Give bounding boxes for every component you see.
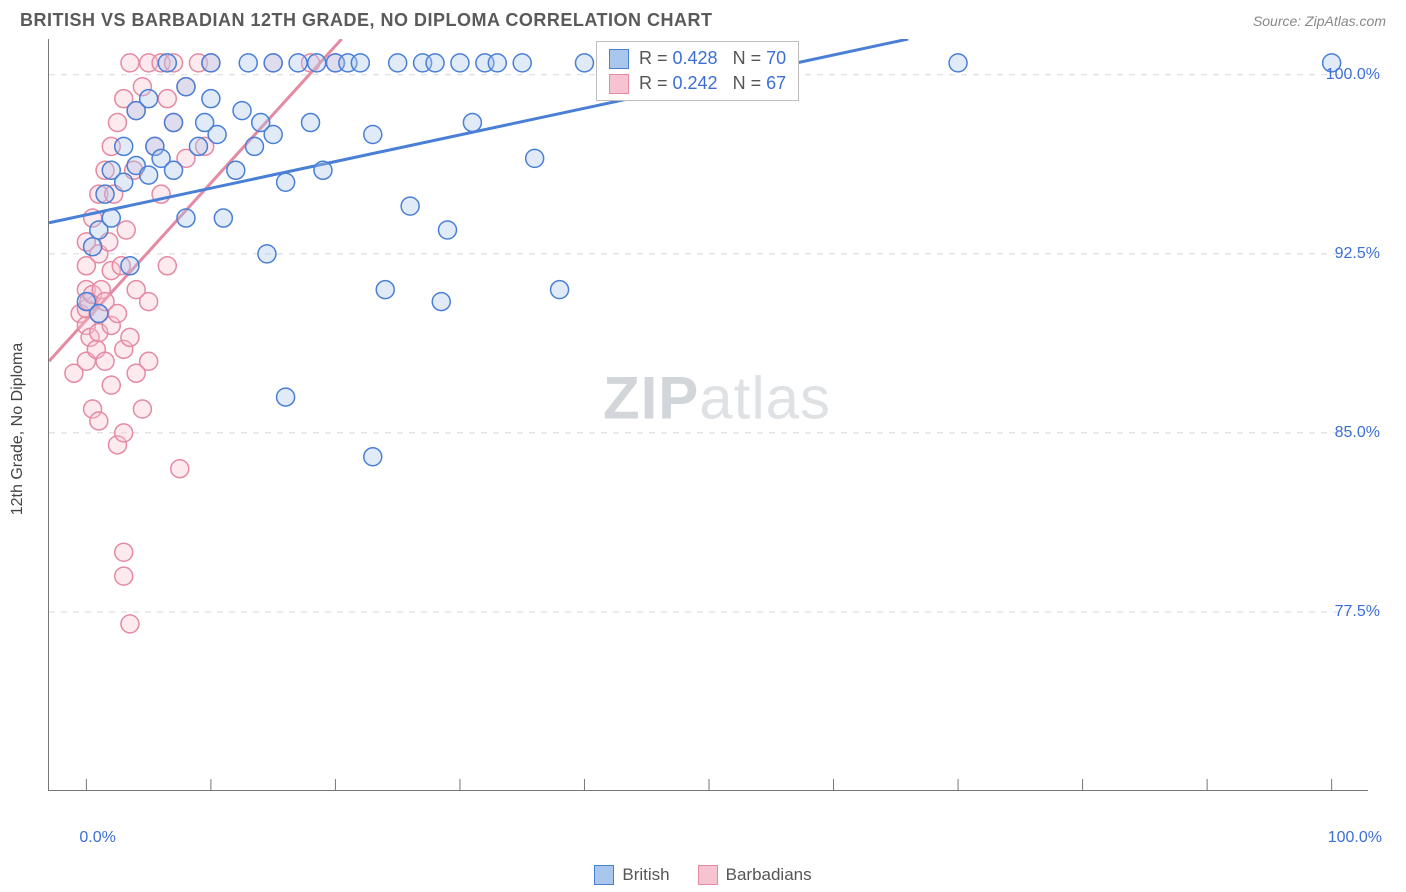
stats-text: R = 0.428 N = 70 — [639, 48, 786, 69]
y-tick-label: 92.5% — [1335, 245, 1380, 263]
x-tick-label: 100.0% — [1328, 829, 1382, 847]
stats-row: R = 0.428 N = 70 — [597, 46, 798, 71]
legend-label: British — [622, 865, 669, 885]
source-name: ZipAtlas.com — [1305, 13, 1386, 29]
stats-text: R = 0.242 N = 67 — [639, 73, 786, 94]
plot-area: 12th Grade, No Diploma ZIPatlas R = 0.42… — [48, 39, 1386, 819]
scatter-plot-svg — [48, 39, 1368, 791]
legend-item: Barbadians — [698, 865, 812, 885]
legend-item: British — [594, 865, 669, 885]
x-tick-label: 0.0% — [79, 829, 115, 847]
legend-bottom: British Barbadians — [0, 865, 1406, 890]
correlation-stats-box: R = 0.428 N = 70 R = 0.242 N = 67 — [596, 41, 799, 101]
stats-row: R = 0.242 N = 67 — [597, 71, 798, 96]
y-axis-label: 12th Grade, No Diploma — [9, 343, 27, 516]
y-tick-label: 77.5% — [1335, 603, 1380, 621]
y-tick-label: 100.0% — [1326, 66, 1380, 84]
source-prefix: Source: — [1253, 13, 1305, 29]
chart-title: BRITISH VS BARBADIAN 12TH GRADE, NO DIPL… — [20, 10, 713, 31]
legend-swatch — [698, 865, 718, 885]
y-tick-label: 85.0% — [1335, 424, 1380, 442]
legend-label: Barbadians — [726, 865, 812, 885]
source-attribution: Source: ZipAtlas.com — [1253, 13, 1386, 29]
legend-swatch — [594, 865, 614, 885]
legend-swatch — [609, 74, 629, 94]
legend-swatch — [609, 49, 629, 69]
